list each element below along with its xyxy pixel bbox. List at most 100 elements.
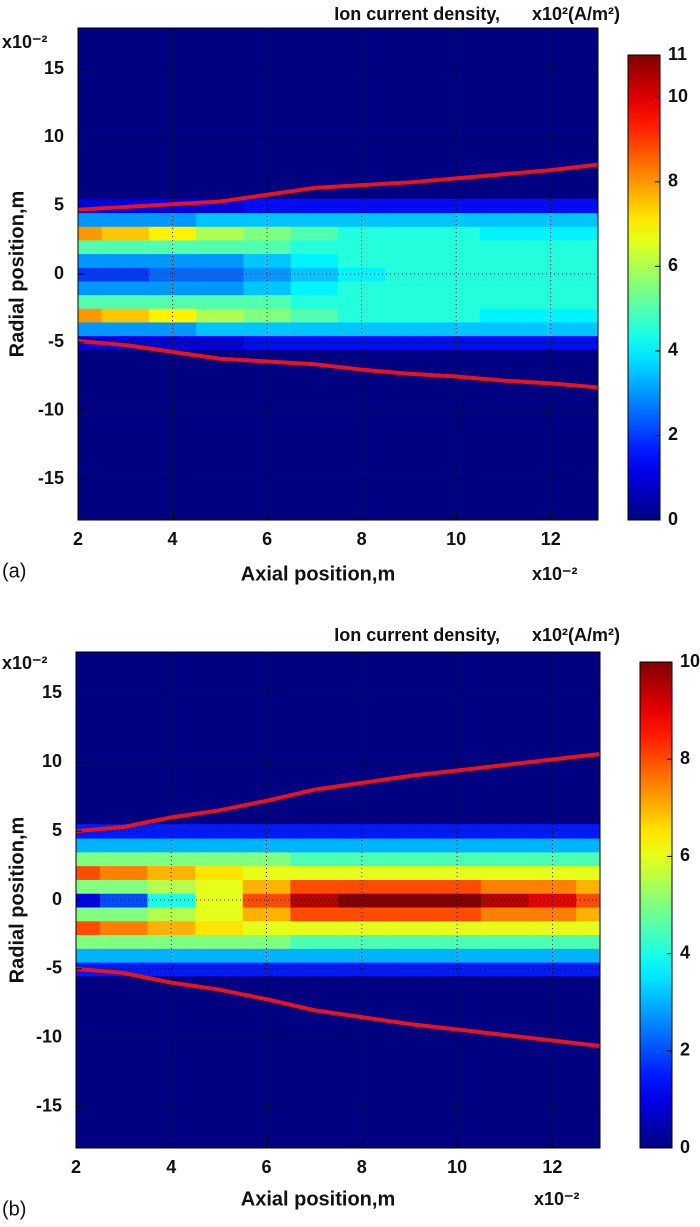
field-cell bbox=[99, 838, 149, 853]
field-cell bbox=[385, 226, 434, 241]
field-cell bbox=[576, 838, 600, 853]
field-cell bbox=[385, 212, 434, 227]
x-axis-label: Axial position,m bbox=[241, 1188, 395, 1210]
field-cell bbox=[433, 920, 482, 936]
colorbar-tick-label: 10 bbox=[668, 86, 688, 106]
field-cell bbox=[479, 267, 528, 282]
field-cell bbox=[385, 906, 434, 922]
field-cell bbox=[338, 838, 387, 853]
field-cell bbox=[290, 838, 339, 853]
field-cell bbox=[196, 294, 245, 309]
field-cell bbox=[338, 851, 387, 867]
field-cell bbox=[148, 212, 197, 227]
boundary-line bbox=[78, 162, 598, 212]
field-cell bbox=[78, 212, 103, 227]
field-cell bbox=[480, 906, 530, 922]
field-cell bbox=[243, 212, 292, 227]
field-cell bbox=[290, 294, 339, 309]
field-cell bbox=[480, 920, 530, 936]
field-cell bbox=[196, 212, 245, 227]
field-cell bbox=[78, 280, 103, 296]
field-cell bbox=[196, 308, 245, 323]
y-tick-label: 0 bbox=[52, 889, 62, 909]
colorbar bbox=[639, 661, 673, 1149]
x-tick-label: 12 bbox=[541, 529, 561, 549]
field-cell bbox=[338, 308, 386, 323]
field-cell bbox=[433, 906, 482, 922]
field-cell bbox=[148, 335, 197, 350]
field-cell bbox=[99, 934, 149, 949]
field-cell bbox=[574, 226, 598, 241]
field-cell bbox=[385, 253, 434, 268]
x-axis-label: Axial position,m bbox=[241, 563, 395, 585]
field-cell bbox=[76, 934, 101, 949]
field-cell bbox=[147, 838, 196, 853]
field-cell bbox=[195, 865, 244, 880]
field-cell bbox=[479, 308, 528, 323]
field-cell bbox=[290, 824, 339, 839]
field-cell bbox=[78, 308, 103, 323]
y-tick-label: -15 bbox=[38, 468, 64, 488]
y-tick-label: 15 bbox=[44, 58, 64, 78]
field-cell bbox=[528, 906, 577, 922]
field-cell bbox=[385, 865, 434, 880]
field-cell bbox=[528, 934, 577, 949]
panel-label: (b) bbox=[2, 1198, 26, 1220]
chart-title: Ion current density, bbox=[334, 625, 500, 645]
field-cell bbox=[385, 294, 434, 309]
colorbar-label: x10²(A/m²) bbox=[532, 4, 620, 24]
field-cell bbox=[338, 824, 387, 839]
field-cell bbox=[385, 280, 434, 296]
y-tick-label: -5 bbox=[48, 331, 64, 351]
field-cell bbox=[528, 838, 577, 853]
field-cell bbox=[338, 226, 386, 241]
field-cell bbox=[195, 893, 244, 908]
field-cell bbox=[290, 851, 339, 867]
field-cell bbox=[479, 321, 528, 337]
field-cell bbox=[290, 962, 339, 977]
field-cell bbox=[195, 906, 244, 922]
field-cell bbox=[385, 934, 434, 949]
field-cell bbox=[99, 865, 149, 880]
field-cell bbox=[338, 294, 386, 309]
y-tick-label: -10 bbox=[38, 399, 64, 419]
field-cell bbox=[195, 934, 244, 949]
field-cell bbox=[527, 294, 575, 309]
x-tick-label: 12 bbox=[542, 1157, 562, 1177]
field-cell bbox=[338, 879, 387, 894]
field-cell bbox=[576, 865, 600, 880]
field-cell bbox=[576, 948, 600, 963]
chart-title: Ion current density, bbox=[334, 4, 500, 24]
field-cell bbox=[576, 920, 600, 936]
x-tick-label: 2 bbox=[73, 529, 83, 549]
field-cell bbox=[385, 198, 434, 214]
colorbar-tick-label: 0 bbox=[680, 1137, 690, 1157]
field-cell bbox=[576, 879, 600, 894]
field-cell bbox=[148, 308, 197, 323]
field-cell bbox=[76, 906, 101, 922]
field-cell bbox=[243, 308, 292, 323]
field-cell bbox=[385, 893, 434, 908]
field-cell bbox=[290, 280, 339, 296]
field-cell bbox=[385, 920, 434, 936]
boundary-line bbox=[78, 338, 598, 390]
field-cell bbox=[385, 962, 434, 977]
field-cell bbox=[338, 335, 386, 350]
field-cell bbox=[433, 824, 482, 839]
field-cell bbox=[76, 838, 101, 853]
field-cell bbox=[147, 948, 196, 963]
colorbar-tick-label: 6 bbox=[668, 255, 678, 275]
field-cell bbox=[101, 226, 150, 241]
field-cell bbox=[148, 226, 197, 241]
field-cell bbox=[480, 934, 530, 949]
field-cell bbox=[290, 239, 339, 255]
x-tick-label: 10 bbox=[447, 1157, 467, 1177]
field-cell bbox=[480, 865, 530, 880]
field-cell bbox=[76, 948, 101, 963]
colorbar-label: x10²(A/m²) bbox=[532, 625, 620, 645]
field-cell bbox=[338, 948, 387, 963]
field-cell bbox=[76, 879, 101, 894]
field-cell bbox=[290, 321, 339, 337]
colorbar-tick-label: 6 bbox=[680, 845, 690, 865]
